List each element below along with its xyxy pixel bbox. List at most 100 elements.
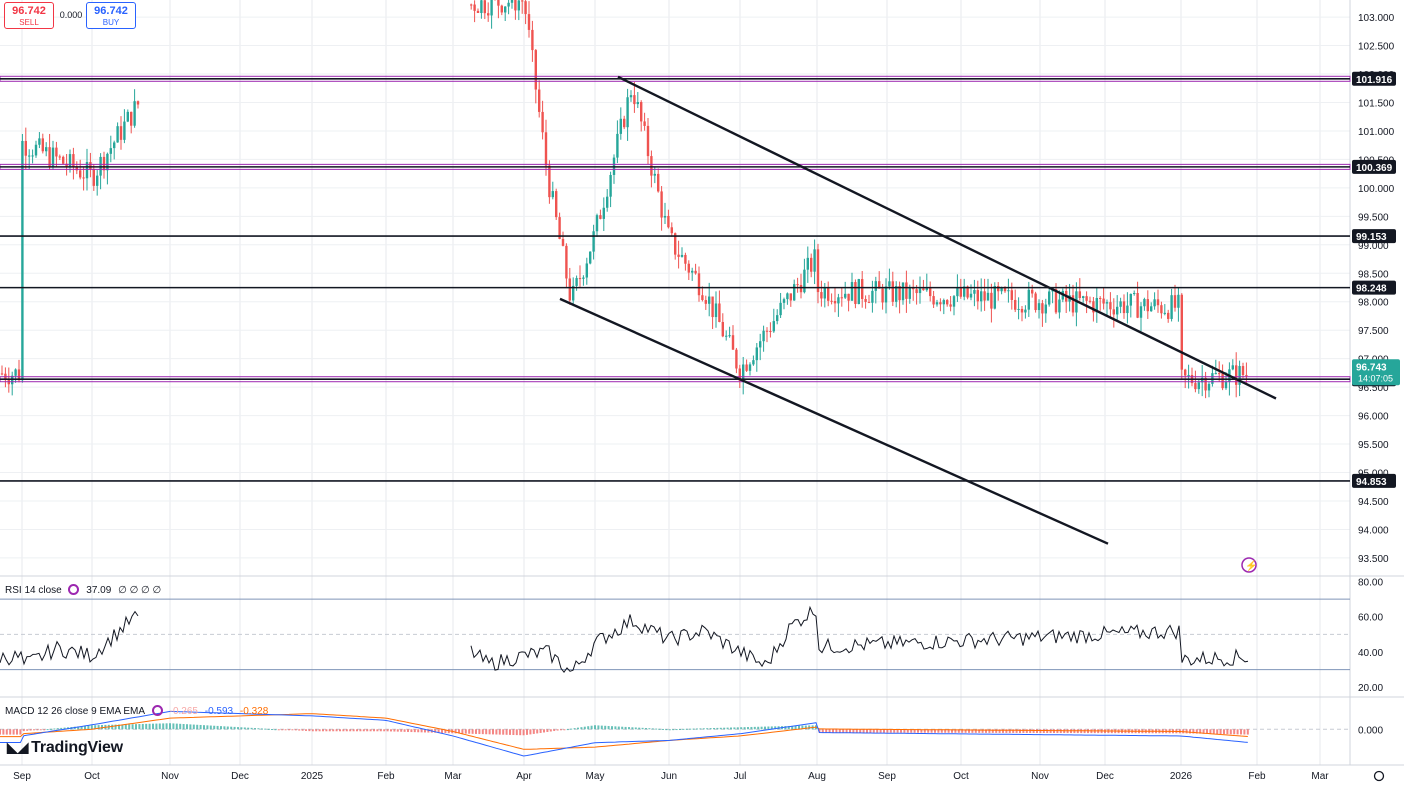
tradingview-logo[interactable]: ◣◢ TradingView	[7, 739, 123, 757]
candle-body	[34, 144, 38, 156]
candle-body	[507, 2, 510, 7]
macd-histogram-bar	[879, 729, 882, 733]
macd-histogram-bar	[209, 725, 212, 730]
candle-body	[1116, 306, 1119, 315]
macd-histogram-bar	[893, 729, 896, 733]
candle-body	[106, 153, 109, 171]
candle-body	[14, 369, 17, 376]
candle-body	[1095, 298, 1098, 313]
time-axis-label: Feb	[1248, 771, 1266, 782]
macd-histogram-bar	[1042, 729, 1045, 733]
macd-histogram-bar	[56, 728, 59, 730]
macd-histogram-bar	[968, 729, 970, 733]
macd-histogram-bar	[468, 729, 471, 734]
candle-body	[1170, 295, 1173, 319]
rsi-legend[interactable]: RSI 14 close 37.09 ∅ ∅ ∅ ∅	[5, 584, 165, 596]
level-label-bg	[1352, 473, 1396, 488]
macd-histogram-bar	[495, 729, 498, 735]
time-axis-label: Dec	[231, 771, 249, 782]
candle-body	[51, 147, 55, 167]
macd-histogram-bar	[730, 727, 732, 730]
price-tick-label: 94.500	[1358, 497, 1389, 508]
candle-body	[517, 0, 520, 11]
macd-histogram-bar	[617, 726, 620, 730]
candle-body	[932, 296, 935, 305]
macd-legend[interactable]: MACD 12 26 close 9 EMA EMA -0.265 -0.593…	[5, 705, 272, 717]
candle-body	[524, 1, 527, 15]
candle-body	[922, 288, 925, 291]
candle-body	[1041, 303, 1044, 314]
logo-text: TradingView	[31, 739, 123, 756]
macd-histogram-bar	[594, 725, 596, 730]
macd-histogram-bar	[638, 727, 641, 730]
candle-body	[561, 238, 565, 246]
price-tick-label: 101.000	[1358, 127, 1395, 138]
buy-button[interactable]: 96.742 BUY	[86, 2, 136, 29]
level-label-bg	[1352, 280, 1396, 295]
settings-icon[interactable]	[68, 584, 80, 595]
rsi-label: RSI 14 close	[5, 585, 62, 596]
macd-histogram-bar	[645, 728, 647, 730]
macd-histogram-bar	[801, 725, 804, 730]
macd-histogram-bar	[12, 729, 15, 735]
candle-body	[684, 254, 687, 264]
candle-body	[725, 335, 728, 337]
time-axis-label: Jun	[661, 771, 677, 782]
candle-body	[718, 303, 721, 323]
candle-body	[935, 302, 939, 305]
candle-body	[133, 101, 136, 126]
macd-histogram-bar	[927, 729, 930, 733]
candle-body	[762, 330, 765, 342]
candle-body	[888, 281, 891, 287]
candle-body	[102, 156, 106, 171]
macd-histogram-bar	[764, 726, 766, 730]
candle-body	[119, 126, 123, 140]
sell-button[interactable]: 96.742 SELL	[4, 2, 54, 29]
macd-histogram-bar	[114, 724, 117, 730]
candle-body	[558, 217, 561, 239]
macd-histogram-bar	[1189, 729, 1191, 734]
macd-histogram-bar	[230, 726, 233, 730]
macd-histogram-bar	[254, 728, 256, 730]
macd-histogram-bar	[726, 727, 729, 730]
candle-body	[769, 331, 772, 333]
settings-icon[interactable]	[1373, 770, 1385, 782]
candle-body	[497, 0, 500, 6]
candle-body	[793, 284, 796, 301]
macd-histogram-bar	[271, 729, 273, 731]
trendline	[559, 297, 1109, 545]
macd-histogram-bar	[152, 723, 154, 730]
candle-body	[837, 297, 840, 304]
macd-histogram-bar	[267, 728, 270, 730]
macd-histogram-bar	[379, 729, 382, 732]
rsi-value: 37.09	[86, 585, 112, 596]
macd-histogram-bar	[886, 729, 889, 733]
candle-body	[527, 14, 531, 30]
candle-body	[687, 263, 690, 273]
macd-histogram-bar	[281, 729, 284, 731]
price-tick-label: 96.500	[1358, 383, 1389, 394]
macd-line	[0, 710, 1248, 757]
macd-histogram-bar	[1236, 729, 1239, 735]
candle-body	[806, 257, 809, 270]
candle-body	[898, 286, 901, 301]
candle-body	[867, 301, 871, 303]
macd-histogram-bar	[492, 729, 494, 735]
macd-histogram-bar	[179, 723, 182, 730]
candle-body	[1201, 377, 1204, 383]
time-axis-label: Nov	[1031, 771, 1049, 782]
macd-histogram-bar	[498, 729, 501, 735]
macd-histogram-bar	[1192, 729, 1195, 734]
candle-body	[1109, 302, 1112, 310]
settings-icon[interactable]	[151, 705, 163, 716]
macd-histogram-bar	[1199, 729, 1202, 734]
candle-body	[1020, 308, 1024, 313]
buy-label: BUY	[102, 18, 120, 27]
candle-body	[905, 282, 908, 299]
macd-histogram-bar	[798, 725, 800, 730]
candle-body	[657, 173, 660, 192]
macd-histogram-bar	[291, 729, 294, 731]
candle-body	[1146, 299, 1149, 312]
